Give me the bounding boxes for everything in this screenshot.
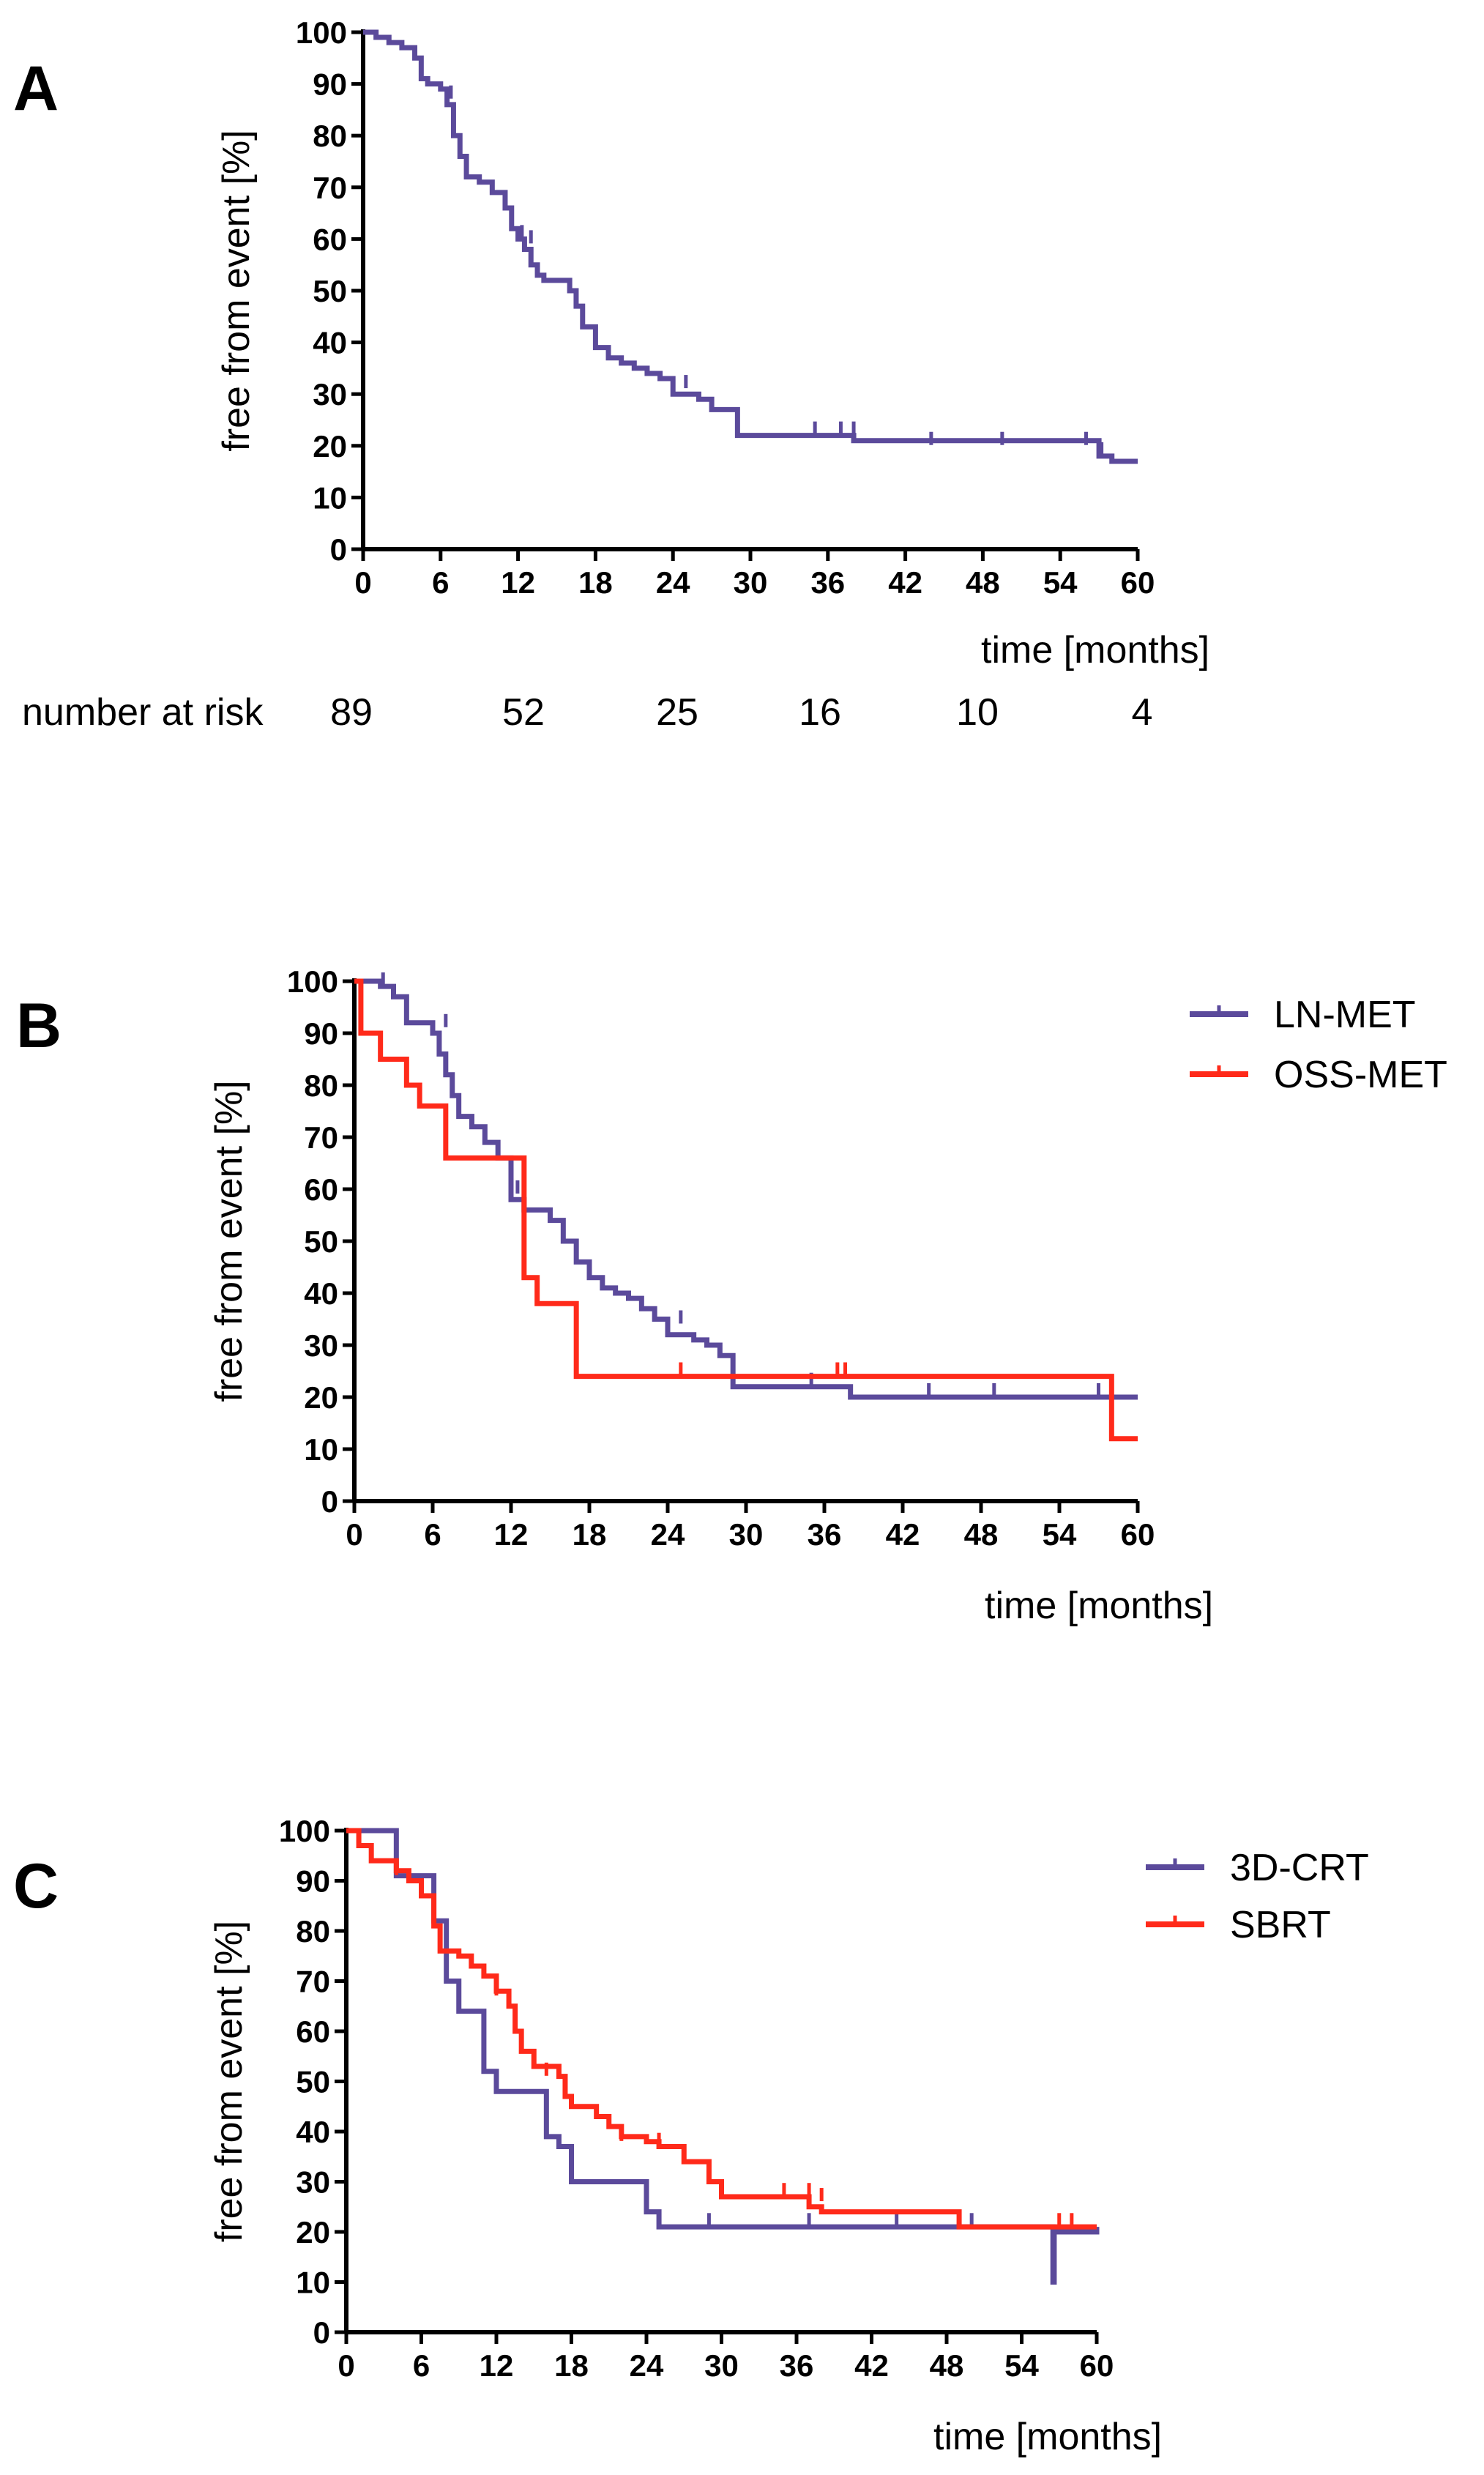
x-tick-label: 30 [704, 2348, 739, 2383]
y-tick-label: 0 [313, 2315, 330, 2350]
y-tick-label: 40 [304, 1276, 338, 1311]
x-tick-label: 42 [854, 2348, 889, 2383]
x-tick-label: 60 [1080, 2348, 1114, 2383]
y-tick-label: 90 [304, 1016, 338, 1051]
x-tick-label: 0 [354, 565, 371, 600]
x-tick-label: 42 [886, 1517, 920, 1552]
y-tick-label: 20 [304, 1380, 338, 1415]
x-tick-label: 12 [494, 1517, 529, 1552]
y-tick-label: 90 [296, 1864, 330, 1899]
risk-value: 10 [956, 691, 999, 734]
x-tick-label: 12 [501, 565, 535, 600]
x-tick-label: 18 [573, 1517, 607, 1552]
risk-table-label: number at risk [22, 691, 264, 734]
series-line-3d-crt [346, 1828, 1100, 2285]
series-line-all [363, 29, 1138, 464]
x-tick-label: 0 [346, 1517, 362, 1552]
x-tick-label: 42 [888, 565, 922, 600]
x-tick-label: 24 [651, 1517, 685, 1552]
panel-a: A 0 10 20 30 40 50 60 70 80 90 100 0 6 12 18 24 30 36 42 48 5… [13, 15, 1209, 734]
x-tick-label: 54 [1043, 565, 1078, 600]
x-tick-label: 48 [966, 565, 1000, 600]
x-tick-label: 24 [630, 2348, 664, 2383]
x-tick-label: 0 [338, 2348, 354, 2383]
y-tick-label: 0 [321, 1484, 338, 1519]
x-tick-label: 30 [729, 1517, 764, 1552]
y-tick-label: 20 [313, 429, 347, 464]
series-line-ln-met [354, 978, 1138, 1400]
x-tick-label: 6 [413, 2348, 430, 2383]
y-tick-label: 100 [287, 964, 338, 999]
x-tick-label: 48 [964, 1517, 999, 1552]
panel-letter: B [16, 991, 61, 1061]
y-tick-label: 60 [313, 222, 347, 256]
y-tick-label: 70 [304, 1120, 338, 1155]
x-tick-label: 6 [424, 1517, 441, 1552]
x-axis-title: time [months] [985, 1585, 1213, 1627]
x-tick-label: 30 [734, 565, 768, 600]
x-tick-label: 36 [780, 2348, 814, 2383]
x-tick-label: 36 [808, 1517, 842, 1552]
x-tick-label: 54 [1004, 2348, 1039, 2383]
y-tick-label: 10 [296, 2266, 330, 2300]
y-tick-label: 100 [296, 15, 347, 50]
y-tick-label: 40 [313, 326, 347, 360]
legend-label-sbrt: SBRT [1230, 1904, 1331, 1946]
series-line-oss-met [354, 978, 1138, 1442]
y-tick-label: 90 [313, 67, 347, 102]
y-axis-title: free from event [%] [208, 1080, 250, 1402]
y-axis-title: free from event [%] [208, 1921, 250, 2242]
risk-value: 4 [1132, 691, 1153, 734]
y-tick-label: 30 [313, 377, 347, 412]
y-tick-label: 60 [304, 1172, 338, 1207]
y-tick-label: 0 [330, 532, 347, 567]
risk-value: 16 [799, 691, 841, 734]
y-tick-label: 100 [279, 1814, 330, 1848]
risk-value: 89 [330, 691, 373, 734]
y-tick-label: 80 [313, 119, 347, 153]
risk-value: 52 [502, 691, 545, 734]
y-tick-label: 30 [296, 2165, 330, 2200]
panel-letter: C [13, 1851, 59, 1921]
y-tick-label: 50 [296, 2065, 330, 2099]
y-tick-label: 70 [313, 171, 347, 205]
y-tick-label: 30 [304, 1328, 338, 1363]
y-tick-label: 80 [296, 1914, 330, 1949]
y-axis-title: free from event [%] [215, 130, 258, 451]
panel-c: C 0 10 20 30 40 50 60 70 80 90 100 0 6 12 18 24 30 36 42 48 5… [13, 1814, 1369, 2458]
y-tick-label: 10 [304, 1432, 338, 1467]
x-tick-label: 54 [1043, 1517, 1077, 1552]
y-tick-label: 10 [313, 480, 347, 515]
legend-label-ln-met: LN-MET [1274, 994, 1416, 1036]
x-tick-label: 24 [656, 565, 690, 600]
y-tick-label: 80 [304, 1068, 338, 1103]
x-tick-label: 12 [480, 2348, 514, 2383]
y-tick-label: 70 [296, 1965, 330, 1999]
legend-label-oss-met: OSS-MET [1274, 1054, 1447, 1096]
x-axis-title: time [months] [933, 2416, 1162, 2458]
panel-b: B 0 10 20 30 40 50 60 70 80 90 100 0 6 12 18 24 30 36 42 48 5… [16, 964, 1447, 1627]
y-tick-label: 20 [296, 2215, 330, 2249]
series-line-sbrt [346, 1828, 1097, 2230]
x-tick-label: 18 [554, 2348, 589, 2383]
y-tick-label: 50 [304, 1224, 338, 1259]
x-tick-label: 60 [1121, 1517, 1155, 1552]
y-tick-label: 50 [313, 274, 347, 308]
panel-letter: A [13, 53, 59, 124]
y-tick-label: 40 [296, 2115, 330, 2149]
x-axis-title: time [months] [981, 629, 1209, 671]
x-tick-label: 36 [810, 565, 845, 600]
legend-label-3d-crt: 3D-CRT [1230, 1847, 1369, 1889]
risk-value: 25 [656, 691, 698, 734]
x-tick-label: 48 [930, 2348, 964, 2383]
x-tick-label: 18 [578, 565, 613, 600]
x-tick-label: 60 [1121, 565, 1155, 600]
x-tick-label: 6 [432, 565, 449, 600]
y-tick-label: 60 [296, 2014, 330, 2049]
